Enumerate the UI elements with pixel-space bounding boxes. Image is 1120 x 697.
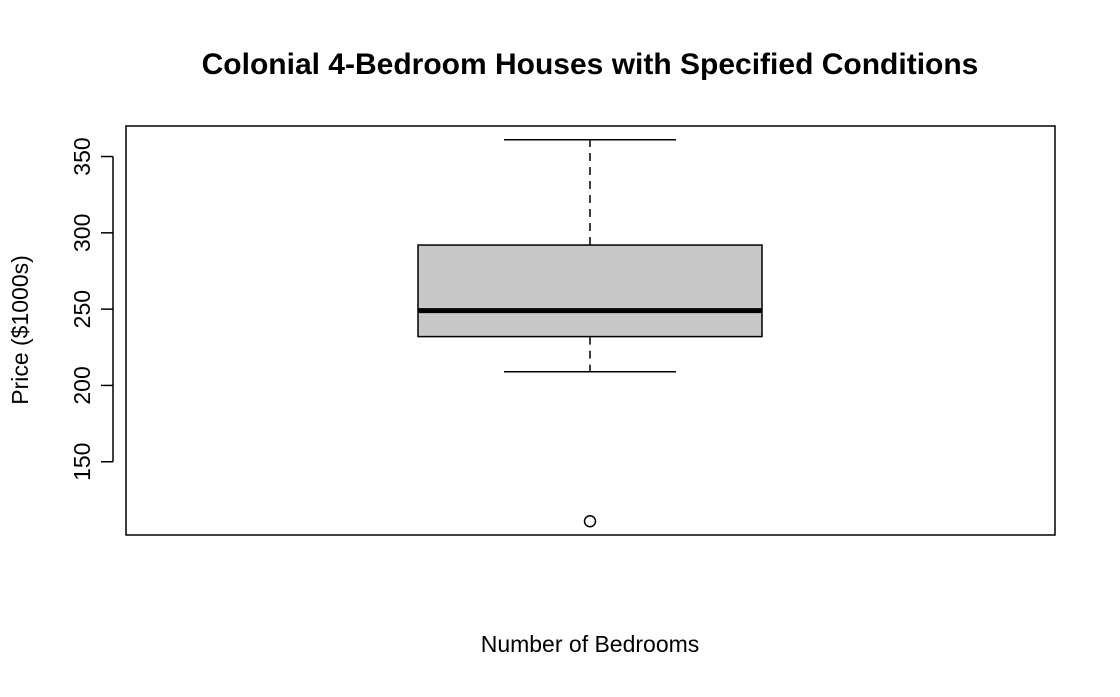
- y-axis: 150 200 250 300 350: [69, 137, 114, 481]
- y-tick-label: 250: [69, 290, 95, 328]
- x-axis-label: Number of Bedrooms: [481, 631, 700, 657]
- y-tick-label: 200: [69, 366, 95, 404]
- y-tick-label: 300: [69, 214, 95, 252]
- y-tick-label: 150: [69, 443, 95, 481]
- plot-frame: [125, 125, 1056, 536]
- y-tick-label: 350: [69, 137, 95, 175]
- chart-title: Colonial 4-Bedroom Houses with Specified…: [202, 48, 979, 81]
- outlier-point: [583, 515, 597, 528]
- iqr-box: [417, 244, 763, 338]
- box-plot: [417, 138, 763, 528]
- y-axis-label: Price ($1000s): [7, 255, 33, 405]
